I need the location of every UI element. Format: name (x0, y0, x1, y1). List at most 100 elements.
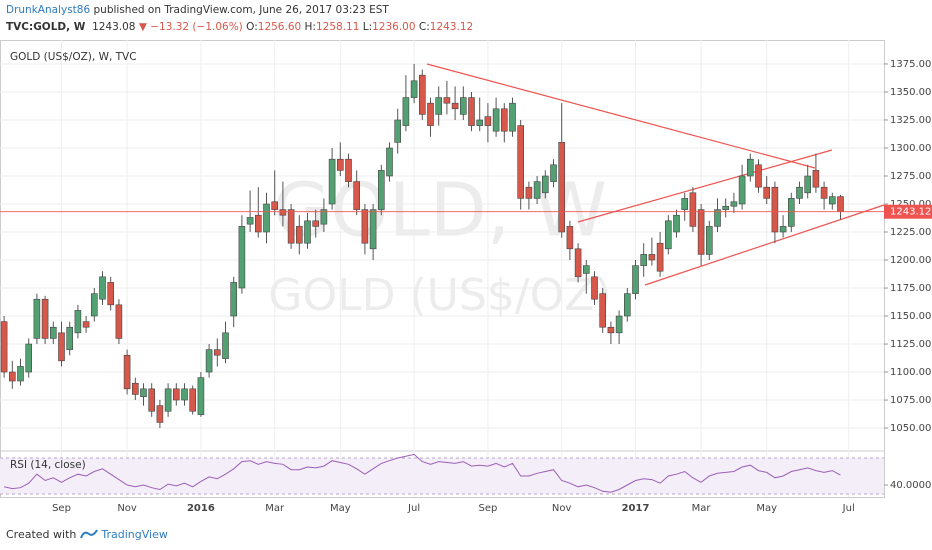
candle-body (599, 293, 607, 328)
candle-body (279, 209, 287, 216)
rsi-label: RSI (14, close) (10, 459, 86, 471)
trend-line (426, 63, 816, 169)
last: 1243.08 (92, 21, 136, 33)
candle-body (238, 226, 246, 289)
header: DrunkAnalyst86 published on TradingView.… (6, 2, 473, 36)
candle-body (115, 304, 123, 339)
quote-key: H: (304, 21, 316, 33)
candle-body (189, 388, 196, 412)
y-tick-label: 1075.00 (890, 395, 931, 406)
candle-body (615, 315, 623, 334)
candle-body (9, 371, 16, 382)
candle-body (148, 388, 155, 412)
candle-body (320, 209, 328, 225)
candle-body (459, 97, 467, 115)
candle-body (796, 186, 803, 199)
quote-value: 1258.11 (315, 21, 360, 33)
candle-body (738, 175, 746, 205)
candle-body (132, 382, 139, 395)
candle-body (197, 377, 205, 415)
candle-body (205, 349, 213, 373)
candle-body (41, 298, 49, 339)
candle-body (345, 158, 352, 182)
x-tick-label: Sep (52, 503, 71, 514)
candle-body (123, 354, 131, 390)
y-tick-label: 1375.00 (890, 59, 931, 70)
candle-body (394, 119, 402, 143)
y-tick-label: 1100.00 (890, 367, 931, 378)
candle-body (271, 201, 279, 210)
candle-body (468, 97, 475, 126)
candle-body (336, 158, 344, 171)
quote-key: O: (246, 21, 258, 33)
candle-body (91, 293, 98, 317)
candle-body (17, 366, 24, 382)
quote-key: L: (362, 21, 373, 33)
candle-body (623, 293, 631, 317)
y-tick-label: 1350.00 (890, 87, 931, 98)
trend-line (577, 149, 833, 223)
candle-body (689, 192, 697, 227)
candle-body (681, 198, 689, 210)
candle-body (763, 186, 771, 199)
candle-body (214, 349, 221, 356)
candle-body (418, 74, 426, 115)
candle-body (632, 265, 639, 294)
published: published on TradingView.com, June 26, 2… (93, 4, 389, 16)
candle-body (255, 214, 262, 233)
footer: Created with TradingView (6, 526, 168, 541)
candle-body (812, 170, 820, 188)
candle-body (402, 97, 410, 126)
y-tick-label: 1300.00 (890, 143, 931, 154)
rsi-tick-label: 40.0000 (890, 480, 931, 491)
candle-body (656, 242, 664, 272)
candle-body (582, 265, 590, 274)
candle-body (82, 321, 90, 328)
quote-value: 1243.12 (429, 21, 474, 33)
rsi-line (3, 453, 841, 493)
candle-body (550, 164, 557, 182)
y-tick-label: 1250.00 (890, 199, 931, 210)
candle-body (287, 209, 295, 244)
candle-body (525, 186, 533, 199)
candle-body (476, 119, 484, 126)
candle-body (714, 209, 721, 227)
x-tick-label: May (756, 503, 777, 514)
candle-body (263, 203, 270, 233)
header-line: DrunkAnalyst86 published on TradingView.… (6, 2, 473, 19)
candle-body (722, 205, 730, 210)
candle-body (353, 181, 361, 210)
change: ▼ −13.32 (−1.06%) (138, 21, 243, 33)
candle-body (509, 102, 516, 132)
watermark: GOLD (US$/OZ) (268, 270, 611, 321)
candle-body (828, 196, 836, 205)
candle-body (74, 310, 82, 334)
candle-body (443, 97, 451, 104)
created: Created with (6, 528, 77, 541)
brand[interactable]: TradingView (101, 528, 168, 541)
candle-body (107, 282, 114, 306)
candle-body (361, 209, 369, 244)
author[interactable]: DrunkAnalyst86 (6, 4, 91, 16)
candle-body (295, 226, 303, 244)
y-tick-label: 1225.00 (890, 227, 931, 238)
candle-body (140, 388, 147, 397)
candle-body (66, 326, 73, 350)
rsi-band (0, 458, 884, 495)
candle-body (435, 97, 443, 115)
candle-body (705, 226, 713, 255)
frame (0, 40, 885, 498)
x-tick-label: Nov (552, 503, 572, 514)
candle-body (771, 186, 779, 233)
last-price-box (884, 204, 932, 219)
quote-value: 1256.60 (257, 21, 302, 33)
y-tick-label: 1325.00 (890, 115, 931, 126)
candle-body (779, 226, 787, 233)
candle-body (484, 116, 492, 126)
candle-body (574, 248, 582, 278)
y-tick-label: 1125.00 (890, 339, 931, 350)
candle-body (837, 196, 844, 213)
candle-body (804, 175, 812, 194)
quote: O:1256.60 H:1258.11 L:1236.00 C:1243.12 (246, 21, 473, 33)
candle-body (500, 108, 508, 132)
